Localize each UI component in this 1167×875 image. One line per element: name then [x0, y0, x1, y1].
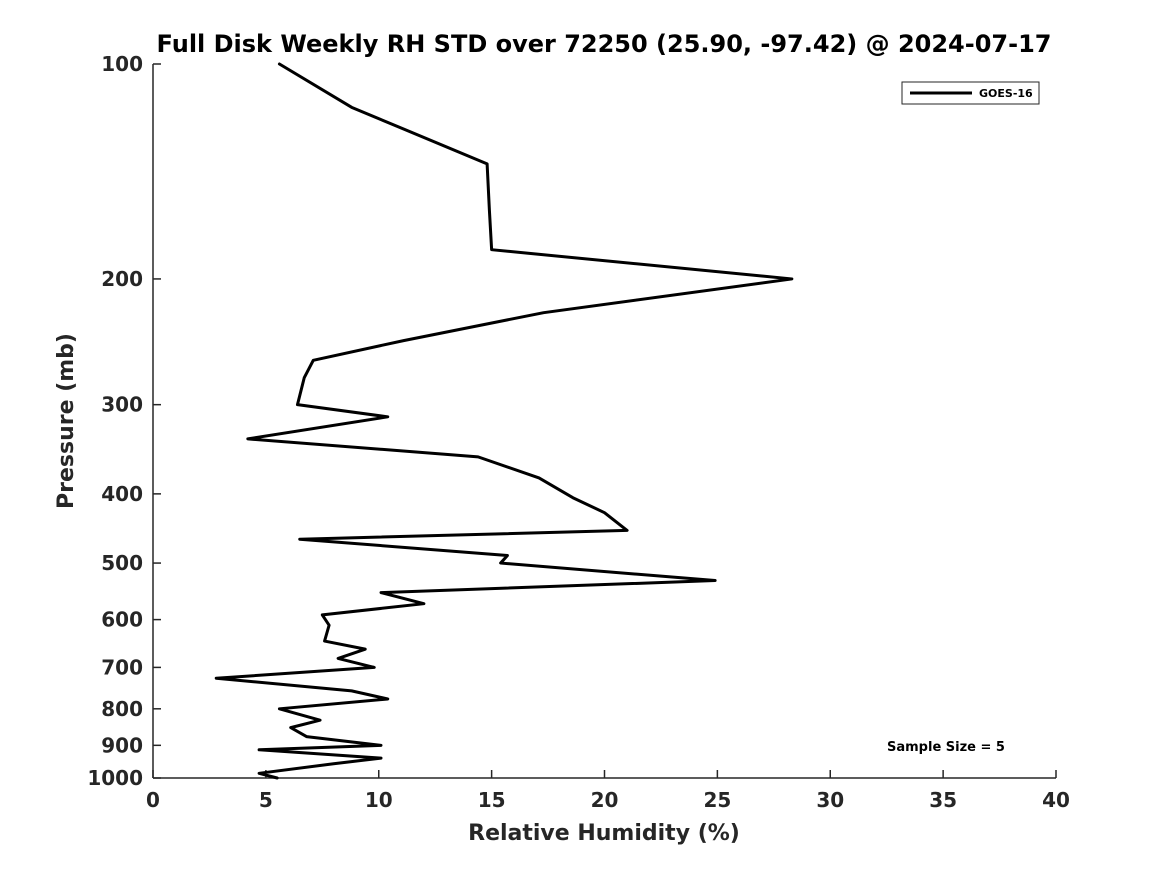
y-tick-label: 600 — [101, 608, 143, 632]
y-tick-label: 100 — [101, 52, 143, 76]
y-tick-label: 500 — [101, 551, 143, 575]
sample-size-annotation: Sample Size = 5 — [887, 740, 1005, 755]
x-tick-label: 20 — [591, 788, 619, 812]
x-tick-label: 35 — [929, 788, 957, 812]
y-tick-label: 300 — [101, 393, 143, 417]
legend: GOES-16 — [901, 81, 1040, 105]
x-tick-label: 10 — [365, 788, 393, 812]
x-tick-label: 40 — [1042, 788, 1070, 812]
x-axis-ticks: 0 5 10 15 20 25 30 35 40 — [146, 770, 1070, 812]
series-line-goes16 — [214, 62, 794, 780]
y-axis-ticks: 100 200 300 400 500 600 700 800 900 1000 — [87, 52, 161, 790]
chart-title: Full Disk Weekly RH STD over 72250 (25.9… — [157, 30, 1052, 58]
y-axis-label: Pressure (mb) — [54, 333, 79, 509]
x-tick-label: 0 — [146, 788, 160, 812]
x-tick-label: 5 — [259, 788, 273, 812]
y-tick-label: 700 — [101, 655, 143, 679]
x-axis-label: Relative Humidity (%) — [468, 821, 740, 846]
x-tick-label: 30 — [816, 788, 844, 812]
y-tick-label: 1000 — [87, 766, 143, 790]
x-tick-label: 15 — [478, 788, 506, 812]
legend-label-goes16: GOES-16 — [979, 87, 1033, 100]
x-tick-label: 25 — [703, 788, 731, 812]
y-tick-label: 800 — [101, 697, 143, 721]
y-tick-label: 200 — [101, 267, 143, 291]
y-tick-label: 400 — [101, 482, 143, 506]
y-tick-label: 900 — [101, 733, 143, 757]
